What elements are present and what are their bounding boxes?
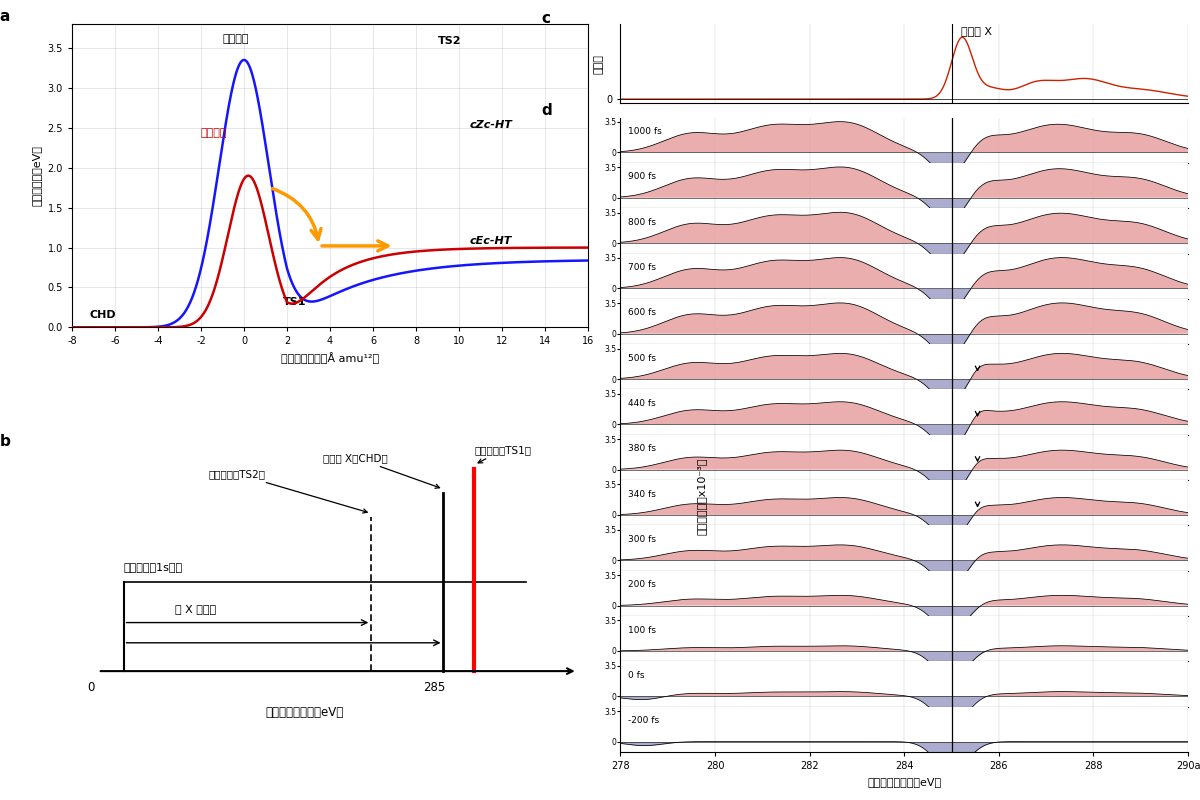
Text: 同旋過程（TS2）: 同旋過程（TS2） <box>209 469 367 513</box>
X-axis label: 光子エネルギー（eV）: 光子エネルギー（eV） <box>868 777 941 786</box>
Text: 380 fs: 380 fs <box>628 444 655 454</box>
Text: 吸光度変化（x10⁻³）: 吸光度変化（x10⁻³） <box>697 458 707 534</box>
Text: ピーク X（CHD）: ピーク X（CHD） <box>323 453 439 488</box>
Text: 500 fs: 500 fs <box>628 354 655 362</box>
Text: 炭素原子の1s軌道: 炭素原子の1s軌道 <box>124 562 182 572</box>
Text: 200 fs: 200 fs <box>628 580 655 590</box>
Y-axis label: 吸光度: 吸光度 <box>594 54 604 74</box>
Text: 285: 285 <box>422 682 445 694</box>
Text: 300 fs: 300 fs <box>628 535 655 544</box>
Text: cEc-HT: cEc-HT <box>469 235 512 246</box>
Text: b: b <box>0 434 11 449</box>
Text: 900 fs: 900 fs <box>628 173 655 182</box>
Text: 軟 X 線吸収: 軟 X 線吸収 <box>175 605 216 614</box>
Text: d: d <box>541 103 552 118</box>
Text: 440 fs: 440 fs <box>628 399 655 408</box>
Text: 340 fs: 340 fs <box>628 490 655 498</box>
Text: 700 fs: 700 fs <box>628 263 655 272</box>
Text: 100 fs: 100 fs <box>628 626 655 634</box>
Text: ピーク X: ピーク X <box>961 26 992 36</box>
Text: 逆旋過程（TS1）: 逆旋過程（TS1） <box>474 445 532 463</box>
Text: -200 fs: -200 fs <box>628 716 659 726</box>
Text: 同旋過程: 同旋過程 <box>222 34 248 43</box>
Text: 光子エネルギー（eV）: 光子エネルギー（eV） <box>265 706 343 718</box>
Text: 逆旋過程: 逆旋過程 <box>200 128 228 138</box>
Text: TS1: TS1 <box>283 297 306 307</box>
Text: 800 fs: 800 fs <box>628 218 655 226</box>
Text: 0 fs: 0 fs <box>628 671 644 680</box>
Text: c: c <box>541 11 550 26</box>
X-axis label: 固有反応座標（Å amu¹²）: 固有反応座標（Å amu¹²） <box>281 352 379 364</box>
Text: 600 fs: 600 fs <box>628 309 655 318</box>
Y-axis label: エネルギー（eV）: エネルギー（eV） <box>32 146 42 206</box>
Text: 0: 0 <box>88 682 95 694</box>
Text: a: a <box>0 9 10 24</box>
Text: CHD: CHD <box>89 310 116 320</box>
Text: TS2: TS2 <box>438 36 461 46</box>
Text: cZc-HT: cZc-HT <box>469 120 512 130</box>
Text: 1000 fs: 1000 fs <box>628 127 661 136</box>
